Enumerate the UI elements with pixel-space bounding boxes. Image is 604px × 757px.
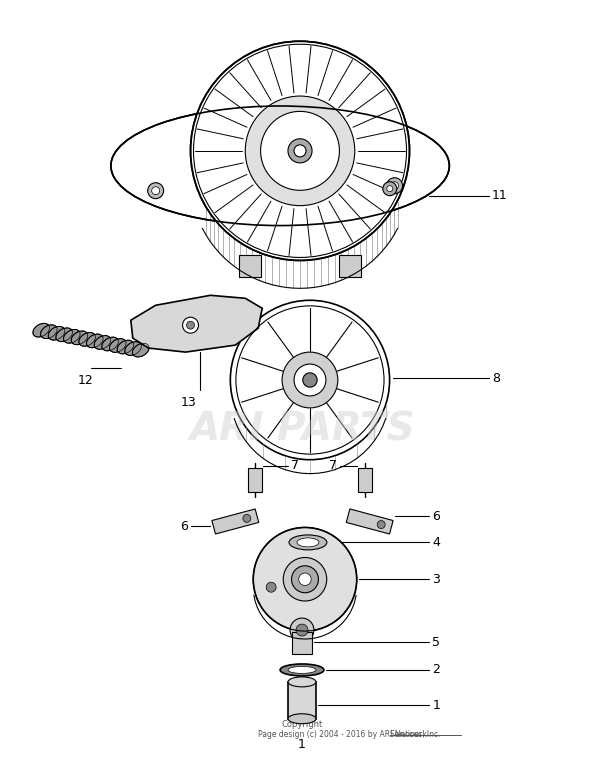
Circle shape: [187, 321, 194, 329]
Text: 11: 11: [492, 189, 508, 202]
Text: 8: 8: [492, 372, 500, 385]
Circle shape: [152, 187, 159, 195]
Ellipse shape: [109, 338, 126, 352]
Circle shape: [190, 41, 410, 260]
Ellipse shape: [125, 341, 141, 356]
Ellipse shape: [117, 340, 133, 354]
Ellipse shape: [63, 329, 80, 343]
Text: Page design (c) 2004 - 2016 by ARI Network: Page design (c) 2004 - 2016 by ARI Netwo…: [258, 731, 429, 739]
Circle shape: [387, 185, 393, 192]
Circle shape: [303, 372, 317, 387]
Text: 13: 13: [181, 396, 196, 409]
Ellipse shape: [132, 343, 149, 357]
Circle shape: [299, 573, 311, 585]
Text: 6: 6: [179, 520, 187, 533]
Circle shape: [260, 111, 339, 190]
Text: 7: 7: [291, 459, 299, 472]
Text: 5: 5: [432, 636, 440, 649]
Text: 1: 1: [432, 699, 440, 712]
FancyBboxPatch shape: [339, 255, 361, 277]
Circle shape: [230, 301, 390, 459]
Text: 6: 6: [432, 510, 440, 523]
Polygon shape: [212, 509, 259, 534]
Text: 7: 7: [329, 459, 337, 472]
Ellipse shape: [111, 106, 449, 226]
Circle shape: [288, 139, 312, 163]
Ellipse shape: [40, 325, 57, 338]
Circle shape: [383, 182, 397, 195]
Circle shape: [266, 582, 276, 592]
FancyBboxPatch shape: [358, 468, 371, 491]
Circle shape: [391, 182, 399, 190]
Text: Services, Inc.: Services, Inc.: [390, 731, 440, 739]
Ellipse shape: [288, 677, 316, 687]
Text: ARI PARTS: ARI PARTS: [189, 411, 415, 449]
Circle shape: [182, 317, 199, 333]
Ellipse shape: [71, 331, 88, 344]
Ellipse shape: [94, 335, 111, 349]
Ellipse shape: [56, 328, 72, 341]
Ellipse shape: [86, 334, 103, 347]
Circle shape: [294, 364, 326, 396]
Circle shape: [290, 618, 314, 642]
FancyBboxPatch shape: [292, 632, 312, 654]
Ellipse shape: [289, 535, 327, 550]
Ellipse shape: [288, 666, 316, 674]
Ellipse shape: [288, 714, 316, 724]
Polygon shape: [131, 295, 262, 352]
Text: Copyright: Copyright: [281, 720, 323, 729]
Text: 4: 4: [432, 536, 440, 549]
Text: 12: 12: [78, 374, 94, 387]
FancyBboxPatch shape: [248, 468, 262, 491]
Circle shape: [243, 515, 251, 522]
Circle shape: [296, 624, 308, 636]
Polygon shape: [346, 509, 393, 534]
Ellipse shape: [79, 332, 95, 346]
FancyBboxPatch shape: [239, 255, 261, 277]
Circle shape: [282, 352, 338, 408]
Circle shape: [148, 182, 164, 198]
Circle shape: [378, 521, 385, 528]
Circle shape: [387, 178, 402, 194]
Circle shape: [245, 96, 355, 206]
Circle shape: [292, 565, 318, 593]
Text: 2: 2: [432, 663, 440, 677]
Circle shape: [283, 557, 327, 601]
Circle shape: [294, 145, 306, 157]
Ellipse shape: [280, 664, 324, 676]
Ellipse shape: [102, 337, 118, 350]
Circle shape: [253, 528, 357, 631]
Text: 3: 3: [432, 573, 440, 586]
Ellipse shape: [297, 538, 319, 547]
Text: 1: 1: [298, 738, 306, 751]
FancyBboxPatch shape: [288, 682, 316, 718]
Ellipse shape: [33, 323, 50, 337]
Ellipse shape: [48, 326, 65, 340]
